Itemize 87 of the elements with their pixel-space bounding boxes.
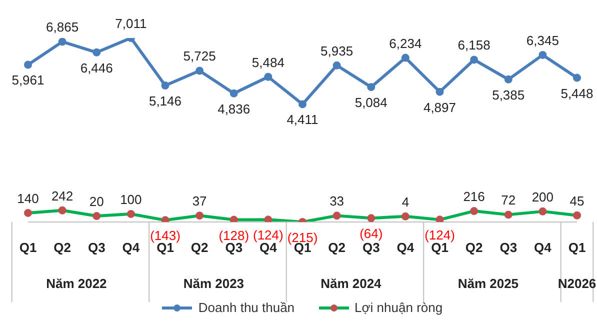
data-label: 6,446: [80, 60, 113, 76]
x-tick-label: Q4: [122, 240, 140, 255]
point: [126, 210, 135, 218]
point: [436, 88, 444, 96]
point: [230, 216, 238, 222]
data-label: 5,448: [560, 86, 594, 101]
point: [92, 48, 101, 56]
point: [367, 214, 376, 222]
data-label: 5,146: [148, 93, 182, 108]
data-label: (128): [218, 228, 250, 243]
data-label: 4,411: [286, 112, 318, 128]
data-label: 5,084: [354, 95, 388, 110]
data-label: 7,011: [115, 16, 147, 31]
data-label: (215): [287, 230, 318, 245]
x-tick-label: Q3: [500, 240, 518, 255]
data-label: 20: [89, 194, 104, 210]
data-label: 6,865: [46, 20, 79, 35]
x-tick-label: Q4: [260, 240, 278, 255]
data-label: 6,234: [389, 36, 422, 51]
point: [470, 56, 478, 64]
point: [538, 50, 547, 59]
x-tick-label: Q3: [225, 240, 243, 255]
point: [264, 216, 272, 222]
point: [401, 212, 410, 220]
data-label: 5,484: [252, 54, 284, 70]
text: Năm 2022: [46, 276, 107, 291]
point: [504, 210, 512, 219]
data-label: 6,158: [458, 38, 490, 53]
data-label: 5,935: [320, 43, 354, 58]
x-tick-label: Q1: [19, 240, 37, 255]
point: [367, 83, 376, 92]
point: [298, 100, 306, 108]
legend-label: Doanh thu thuần: [197, 300, 295, 315]
text: Năm 2025: [458, 276, 519, 291]
point: [332, 61, 341, 70]
point: [92, 212, 101, 220]
point: [470, 207, 478, 216]
x-tick-label: Q4: [534, 240, 552, 255]
point: [264, 72, 272, 81]
x-tick-label: Q2: [328, 240, 346, 255]
data-label: 4,836: [218, 101, 250, 116]
point: [161, 216, 170, 222]
x-tick-label: Q3: [88, 240, 106, 255]
data-label: 72: [501, 192, 516, 208]
point: [58, 38, 66, 46]
text: N2026: [558, 276, 596, 291]
text: Năm 2023: [183, 276, 244, 291]
data-label: 140: [17, 190, 39, 206]
point: [573, 74, 581, 82]
x-tick-label: Q2: [190, 240, 208, 255]
point: [504, 75, 512, 84]
point: [58, 206, 66, 214]
point: [332, 212, 341, 220]
point: [401, 54, 410, 62]
data-label: 242: [51, 188, 74, 204]
point: [24, 208, 32, 217]
data-label: (124): [424, 228, 455, 243]
data-label: 6,345: [526, 32, 559, 48]
point: [196, 212, 204, 220]
point: [230, 89, 238, 98]
point: [538, 207, 547, 216]
data-label: 200: [532, 189, 554, 204]
point: [196, 66, 204, 75]
x-tick-label: Q2: [54, 240, 71, 255]
data-label: 37: [192, 194, 207, 209]
x-tick-label: Q2: [465, 240, 483, 255]
data-label: 216: [463, 189, 485, 204]
point: [161, 81, 170, 90]
x-tick-label: Q4: [396, 240, 415, 255]
data-label: 5,385: [492, 87, 525, 102]
x-tick-label: Q1: [568, 240, 586, 255]
x-tick-label: Q1: [431, 240, 448, 255]
x-tick-label: Q3: [362, 240, 380, 255]
legend-label: Lợi nhuận ròng: [354, 300, 443, 315]
data-label: 5,725: [183, 48, 216, 64]
data-label: 5,961: [12, 72, 44, 88]
data-label: (64): [360, 226, 383, 242]
data-label: 100: [120, 192, 142, 207]
data-label: (124): [253, 228, 284, 243]
point: [24, 60, 32, 69]
text: Năm 2024: [320, 276, 382, 291]
data-label: 45: [570, 193, 584, 208]
data-label: 4: [402, 194, 410, 210]
point: [436, 216, 444, 222]
data-label: 4,897: [423, 100, 456, 115]
data-label: 33: [330, 194, 344, 209]
point: [573, 211, 581, 220]
